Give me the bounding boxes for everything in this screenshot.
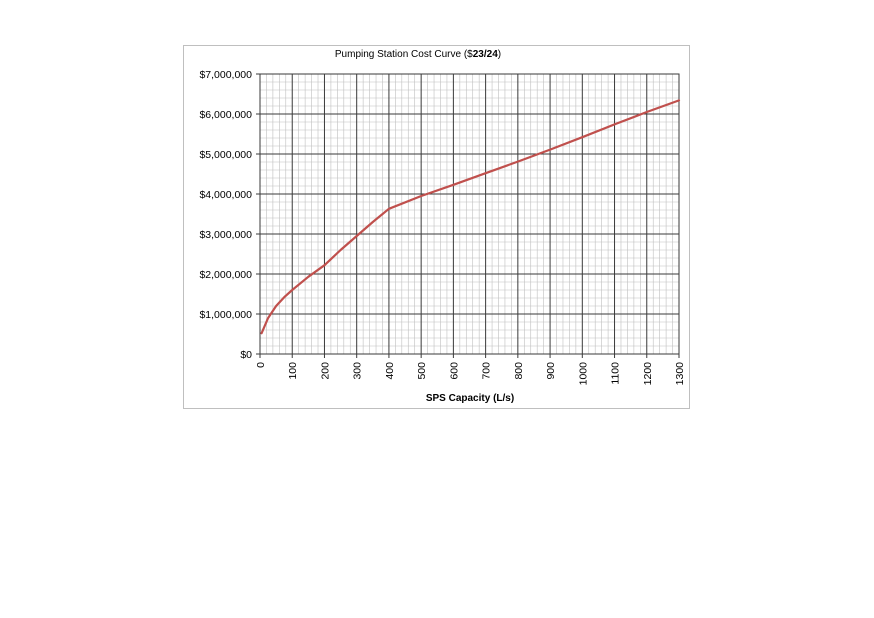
x-tick-label: 200 bbox=[319, 362, 331, 380]
axes bbox=[256, 73, 680, 358]
x-tick-label: 600 bbox=[448, 362, 460, 380]
x-tick-label: 800 bbox=[513, 362, 525, 380]
plot-area-border bbox=[259, 73, 680, 355]
x-tick-label: 1200 bbox=[642, 362, 654, 386]
x-axis-label: SPS Capacity (L/s) bbox=[426, 393, 514, 404]
y-tick-label: $5,000,000 bbox=[199, 149, 252, 161]
y-tick-label: $7,000,000 bbox=[199, 69, 252, 81]
x-tick-label: 400 bbox=[384, 362, 396, 380]
y-tick-label: $3,000,000 bbox=[199, 229, 252, 241]
x-tick-label: 1100 bbox=[610, 362, 622, 385]
series-layer bbox=[260, 99, 681, 335]
y-tick-label: $0 bbox=[240, 349, 252, 361]
x-tick-label: 700 bbox=[481, 362, 493, 380]
major-gridlines bbox=[259, 73, 680, 355]
x-tick-label: 500 bbox=[416, 362, 428, 380]
x-tick-label: 1000 bbox=[577, 362, 589, 386]
y-tick-labels: $0 $1,000,000 $2,000,000 $3,000,000 $4,000,0… bbox=[199, 69, 252, 361]
chart-title: Pumping Station Cost Curve ($23/24) bbox=[335, 49, 501, 60]
chart-frame bbox=[183, 45, 690, 409]
x-tick-label: 300 bbox=[352, 362, 364, 380]
x-tick-label: 1300 bbox=[674, 362, 686, 386]
x-tick-label: 900 bbox=[545, 362, 557, 380]
x-tick-label: 100 bbox=[287, 362, 299, 380]
x-tick-labels: 0 100 200 300 400 500 600 700 800 900 1000 1100 1200… bbox=[255, 362, 686, 386]
y-tick-label: $2,000,000 bbox=[199, 269, 252, 281]
minor-gridlines bbox=[260, 74, 679, 354]
y-tick-label: $6,000,000 bbox=[199, 109, 252, 121]
cost-curve-line bbox=[260, 99, 681, 335]
y-tick-label: $1,000,000 bbox=[199, 309, 252, 321]
y-tick-label: $4,000,000 bbox=[199, 189, 252, 201]
x-tick-label: 0 bbox=[255, 362, 267, 368]
